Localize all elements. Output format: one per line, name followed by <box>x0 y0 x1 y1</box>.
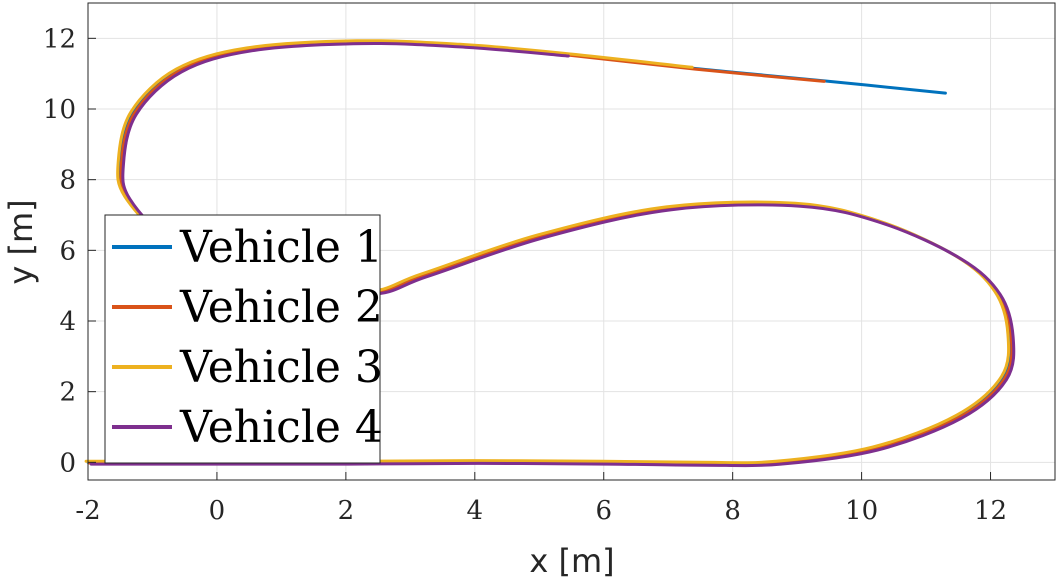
x-tick-label: 6 <box>595 496 612 526</box>
y-tick-label: 2 <box>59 378 76 408</box>
x-axis-label: x [m] <box>529 542 614 580</box>
y-tick-label: 10 <box>43 95 76 125</box>
x-tick-label: 10 <box>845 496 878 526</box>
legend-label-vehicle-3: Vehicle 3 <box>179 342 383 393</box>
y-tick-label: 6 <box>59 236 76 266</box>
x-tick-label: 4 <box>467 496 484 526</box>
y-tick-label: 8 <box>59 166 76 196</box>
series-line-vehicle-3 <box>84 39 1011 465</box>
legend-box <box>104 214 381 464</box>
y-tick-label: 4 <box>59 307 76 337</box>
x-tick-label: 8 <box>724 496 741 526</box>
x-tick-label: 2 <box>338 496 355 526</box>
x-tick-label: -2 <box>75 496 100 526</box>
tick-labels: -2 0 2 4 6 8 10 12 0 2 4 6 8 10 12 <box>43 24 1007 526</box>
plot-lines <box>84 39 1016 468</box>
legend: Vehicle 1 Vehicle 2 Vehicle 3 Vehicle 4 <box>104 214 383 464</box>
axes-box <box>87 2 1056 481</box>
y-tick-label: 12 <box>43 24 76 54</box>
y-axis-label: y [m] <box>2 199 40 284</box>
y-tick-label: 0 <box>59 448 76 478</box>
series-line-vehicle-4 <box>89 42 1016 468</box>
x-tick-label: 12 <box>974 496 1007 526</box>
legend-label-vehicle-4: Vehicle 4 <box>179 402 383 453</box>
legend-label-vehicle-1: Vehicle 1 <box>179 222 383 273</box>
legend-label-vehicle-2: Vehicle 2 <box>179 282 383 333</box>
x-tick-label: 0 <box>209 496 226 526</box>
